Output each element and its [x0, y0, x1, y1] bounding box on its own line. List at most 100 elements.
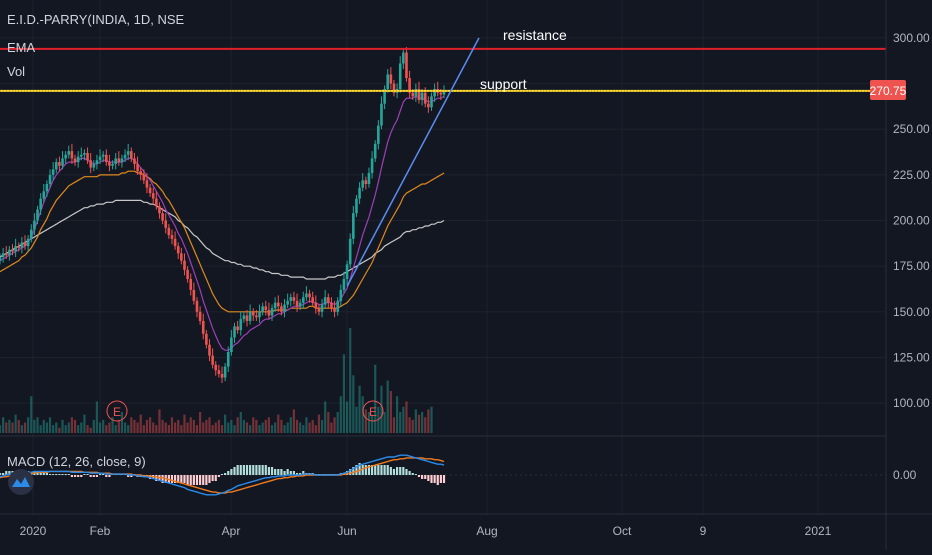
- candle-body: [323, 297, 327, 305]
- volume-bar: [45, 422, 49, 433]
- candle-body: [258, 311, 261, 318]
- price-axis[interactable]: 300.00 250.00 225.00 200.00 175.00 150.00 125.…: [893, 31, 930, 482]
- candle-body: [167, 227, 171, 236]
- macd-histogram-bar: [108, 475, 111, 477]
- macd-histogram-bar: [383, 465, 386, 475]
- volume-bar: [414, 409, 417, 433]
- candle-body: [283, 304, 286, 312]
- volume-bar: [411, 419, 414, 433]
- candle-body: [211, 355, 214, 365]
- candle-body: [120, 158, 124, 163]
- grid-lines: [0, 0, 886, 514]
- candle-body: [280, 306, 283, 312]
- candle-body: [76, 156, 80, 163]
- volume-bar: [27, 417, 30, 433]
- candle-body: [136, 163, 139, 172]
- volume-bar: [421, 412, 424, 433]
- candle-body: [427, 103, 430, 108]
- time-tick-label: Feb: [90, 524, 111, 538]
- volume-bar: [333, 417, 336, 433]
- earnings-marker[interactable]: E: [362, 400, 384, 422]
- support-annotation[interactable]: support: [480, 76, 527, 92]
- volume-bar: [161, 419, 164, 433]
- candle-body: [148, 187, 152, 194]
- macd-legend[interactable]: MACD (12, 26, close, 9): [7, 454, 146, 469]
- volume-bar: [86, 425, 89, 433]
- macd-histogram-bar: [177, 475, 180, 483]
- macd-histogram-bar: [392, 469, 396, 475]
- candle-body: [414, 89, 418, 97]
- candle-body: [442, 90, 446, 95]
- symbol-title[interactable]: E.I.D.-PARRY(INDIA, 1D, NSE: [7, 12, 185, 27]
- time-tick-label: Aug: [476, 524, 497, 538]
- volume-bar: [217, 419, 220, 433]
- macd-histogram-bar: [42, 473, 45, 475]
- candle-body: [286, 300, 289, 305]
- macd-histogram-bar: [195, 475, 199, 485]
- earnings-marker-label: E: [113, 405, 121, 419]
- volume-bar: [55, 422, 58, 433]
- price-tick-label: 100.00: [893, 396, 930, 410]
- candle-body: [345, 264, 349, 279]
- tradingview-logo[interactable]: [8, 469, 34, 495]
- candle-body: [205, 333, 208, 345]
- macd-histogram-bar: [183, 475, 186, 483]
- ema-layer: [0, 95, 445, 351]
- volume-bar: [108, 422, 111, 433]
- price-tick-label: 225.00: [893, 168, 930, 182]
- macd-histogram-bar: [411, 473, 414, 475]
- candle-body: [98, 156, 102, 161]
- vol-legend[interactable]: Vol: [7, 64, 25, 79]
- candle-body: [433, 89, 436, 97]
- macd-histogram-bar: [295, 473, 299, 475]
- volume-bar: [270, 425, 274, 433]
- volume-bar: [305, 417, 308, 433]
- volume-bar: [148, 417, 152, 433]
- candle-body: [145, 180, 149, 188]
- volume-bar: [342, 354, 346, 433]
- volume-bar: [120, 412, 124, 433]
- candle-body: [336, 300, 339, 312]
- macd-histogram-bar: [217, 475, 220, 477]
- volume-bar: [83, 414, 86, 433]
- macd-histogram-bar: [98, 474, 102, 475]
- ema-legend[interactable]: EMA: [7, 40, 36, 55]
- level-layer[interactable]: [0, 37, 886, 287]
- candle-body: [92, 163, 96, 168]
- macd-histogram-bar: [358, 463, 361, 475]
- resistance-annotation[interactable]: resistance: [503, 27, 567, 43]
- volume-bar: [383, 412, 386, 433]
- macd-histogram-bar: [205, 475, 208, 485]
- volume-bar: [192, 419, 195, 433]
- volume-bar: [280, 419, 283, 433]
- candle-body: [270, 308, 274, 316]
- earnings-marker[interactable]: E: [106, 400, 128, 422]
- macd-histogram-bar: [349, 469, 352, 475]
- time-axis[interactable]: 2020 Feb Apr Jun Aug Oct 9 2021: [20, 524, 832, 538]
- volume-bar: [311, 419, 314, 433]
- macd-histogram-bar: [220, 474, 224, 475]
- macd-histogram-bar: [227, 471, 230, 475]
- candle-body: [45, 184, 49, 192]
- candle-body: [86, 152, 89, 161]
- candle-body: [42, 191, 46, 199]
- volume-bar: [361, 396, 364, 433]
- macd-histogram-bar: [170, 475, 174, 483]
- volume-bar: [2, 417, 5, 433]
- macd-histogram-bar: [102, 474, 105, 475]
- candle-body: [245, 315, 249, 321]
- volume-bar: [11, 422, 14, 433]
- volume-bar: [386, 380, 389, 433]
- macd-histogram-bar: [264, 465, 267, 475]
- candle-body: [29, 229, 33, 239]
- volume-bar: [330, 422, 333, 433]
- candle-body: [402, 52, 405, 64]
- candle-body: [20, 242, 24, 248]
- volume-bar: [264, 419, 267, 433]
- macd-histogram-bar: [280, 469, 283, 475]
- price-tick-label: 200.00: [893, 214, 930, 228]
- volume-bar: [245, 422, 249, 433]
- volume-bar: [239, 412, 242, 433]
- candle-body: [364, 180, 368, 184]
